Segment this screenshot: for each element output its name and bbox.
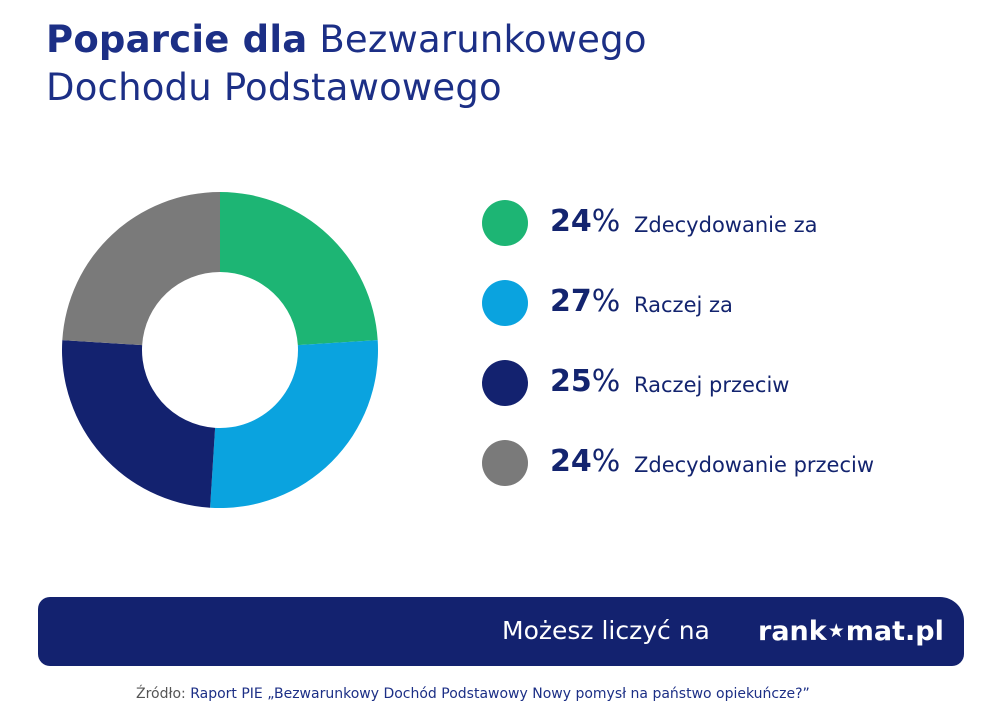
legend-label: Zdecydowanie za xyxy=(634,213,818,237)
footer-banner: Możesz liczyć na rank★mat.pl xyxy=(38,597,964,666)
legend-label: Zdecydowanie przeciw xyxy=(634,453,875,477)
legend-swatch xyxy=(482,440,528,486)
title-line1-rest: Bezwarunkowego xyxy=(319,18,647,61)
legend-item-zdecydowanie-przeciw: 24% Zdecydowanie przeciw xyxy=(480,440,960,486)
legend-label: Raczej za xyxy=(634,293,733,317)
page-title: Poparcie dla Bezwarunkowego Dochodu Pods… xyxy=(46,16,647,112)
donut-slice-raczej-przeciw xyxy=(62,340,216,508)
footer-tagline: Możesz liczyć na xyxy=(502,616,710,645)
legend-percent: 24% xyxy=(550,444,621,479)
source-text: Raport PIE „Bezwarunkowy Dochód Podstawo… xyxy=(190,686,810,702)
donut-chart xyxy=(62,192,378,508)
source-note: Źródło: Raport PIE „Bezwarunkowy Dochód … xyxy=(136,684,810,704)
legend-swatch xyxy=(482,200,528,246)
legend-percent: 27% xyxy=(550,284,621,319)
legend-swatch xyxy=(482,280,528,326)
legend-item-zdecydowanie-za: 24% Zdecydowanie za xyxy=(480,200,960,246)
legend-item-raczej-za: 27% Raczej za xyxy=(480,280,960,326)
title-bold: Poparcie dla xyxy=(46,18,308,61)
source-prefix: Źródło: xyxy=(136,686,186,702)
legend-percent: 24% xyxy=(550,204,621,239)
title-line2: Dochodu Podstawowego xyxy=(46,66,502,109)
legend-swatch xyxy=(482,360,528,406)
legend-percent: 25% xyxy=(550,364,621,399)
legend-label: Raczej przeciw xyxy=(634,373,790,397)
star-icon: ★ xyxy=(827,620,845,642)
donut-slice-raczej-za xyxy=(210,340,378,508)
legend-item-raczej-przeciw: 25% Raczej przeciw xyxy=(480,360,960,406)
brand-logo[interactable]: rank★mat.pl xyxy=(758,613,944,650)
donut-slice-zdecydowanie-za xyxy=(220,192,378,346)
donut-slice-zdecydowanie-przeciw xyxy=(62,192,221,346)
